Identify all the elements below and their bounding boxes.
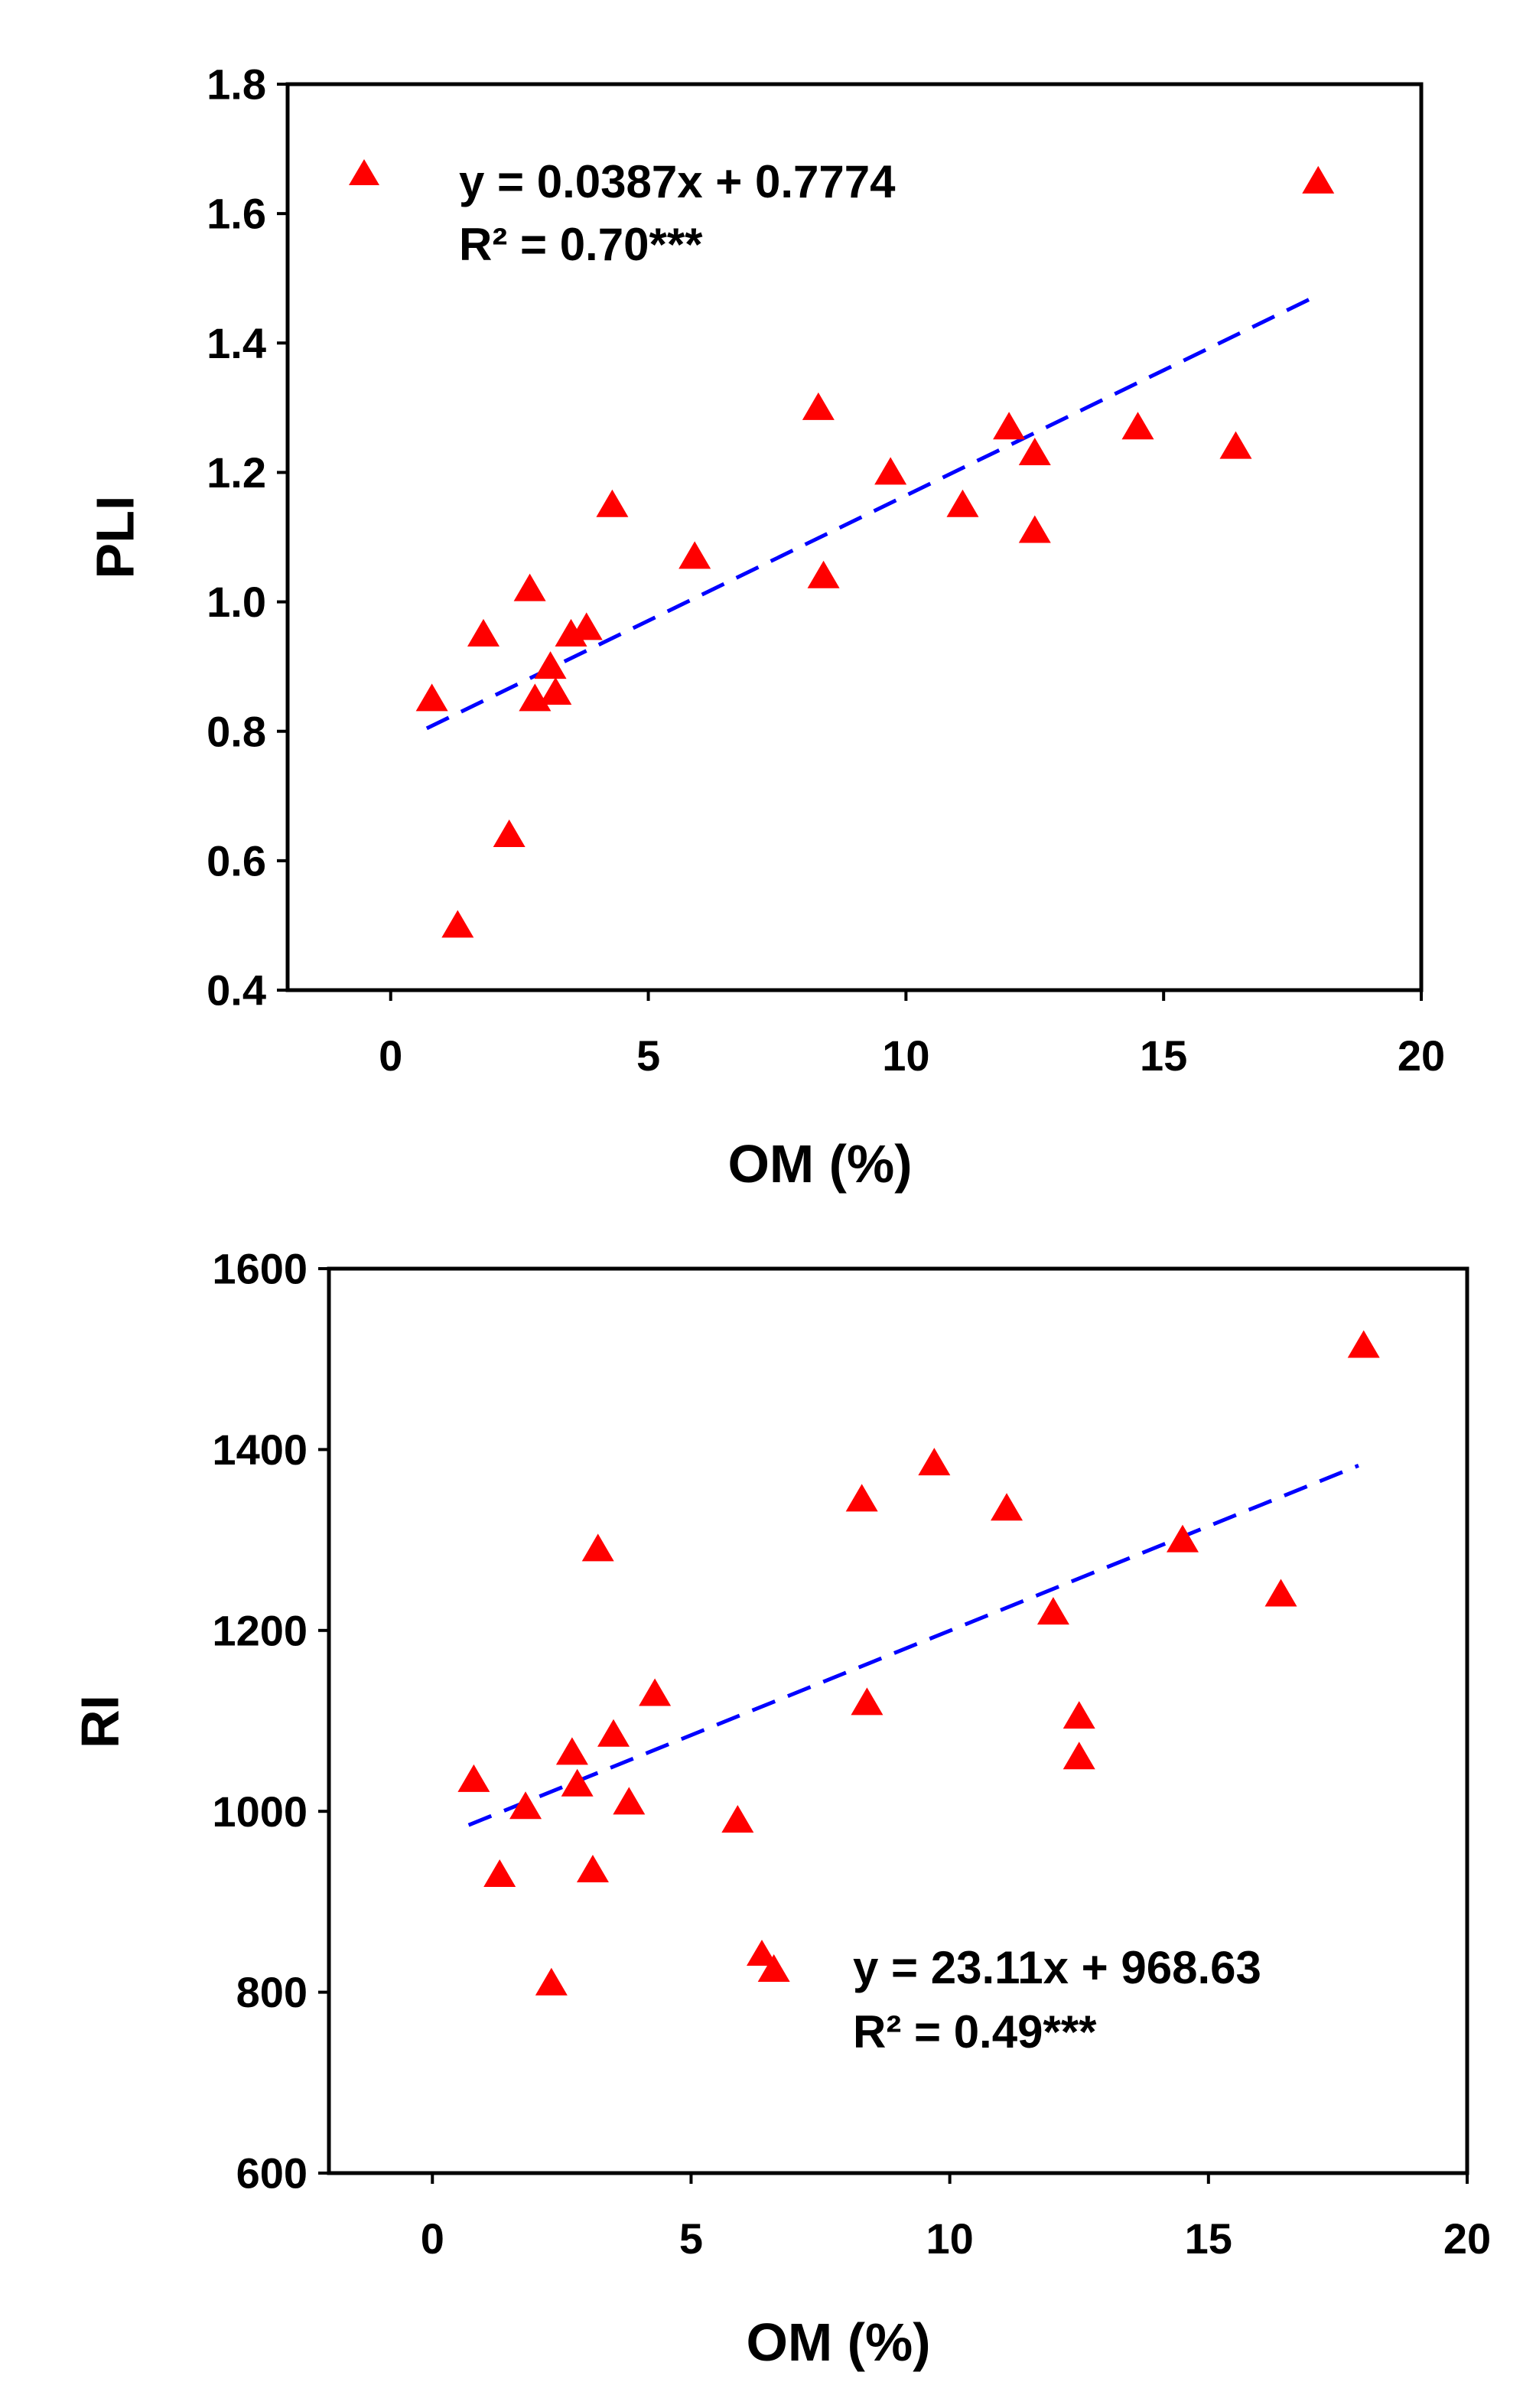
y-axis: 0.4 0.6 0.8 1.0 1.2 1.4 1.6 1.8 — [207, 60, 288, 1015]
y-tick-label: 1.4 — [207, 319, 266, 367]
data-point — [802, 392, 835, 420]
data-point — [576, 1855, 609, 1883]
regression-equation: y = 23.11x + 968.63 — [853, 1942, 1261, 1993]
y-tick-label: 0.8 — [207, 707, 266, 755]
data-point — [561, 1768, 594, 1797]
data-point — [1219, 431, 1252, 459]
data-point — [457, 1764, 490, 1792]
data-point — [441, 910, 474, 938]
data-point — [946, 489, 979, 517]
chart-pli: 0.4 0.6 0.8 1.0 1.2 1.4 1.6 1.8 0 5 10 15 20 PLI OM… — [86, 60, 1446, 1194]
x-tick-label: 0 — [421, 2214, 444, 2263]
x-tick-label: 15 — [1185, 2214, 1232, 2263]
plot-area-frame — [327, 1266, 1469, 2175]
data-point — [555, 1737, 588, 1765]
y-tick-label: 1200 — [212, 1606, 308, 1654]
x-tick-label: 10 — [926, 2214, 973, 2263]
data-point — [679, 541, 711, 569]
data-point — [1063, 1742, 1095, 1770]
y-axis: 600 800 1000 1200 1400 1600 — [212, 1245, 329, 2198]
x-tick-label: 20 — [1443, 2214, 1491, 2263]
data-point — [581, 1533, 614, 1562]
legend-marker-icon — [747, 1940, 777, 1966]
data-point — [1018, 438, 1051, 466]
data-point — [596, 489, 629, 517]
y-tick-label: 0.4 — [207, 966, 266, 1015]
data-point — [807, 560, 840, 588]
data-point — [1167, 1524, 1199, 1553]
data-point — [535, 1967, 568, 1996]
trendline — [467, 1464, 1359, 1827]
x-tick-label: 10 — [882, 1031, 929, 1080]
x-axis: 0 5 10 15 20 — [421, 2173, 1491, 2263]
chart-ri: 600 800 1000 1200 1400 1600 0 5 10 15 20 RI OM (%… — [70, 1245, 1492, 2372]
data-point — [1302, 165, 1335, 194]
r-squared-label: R² = 0.49*** — [853, 2006, 1097, 2058]
data-point — [1063, 1701, 1095, 1729]
y-tick-label: 1.2 — [207, 448, 266, 497]
data-point — [1264, 1579, 1297, 1607]
data-point — [1347, 1330, 1380, 1358]
y-tick-label: 1.0 — [207, 578, 266, 626]
data-point — [1018, 515, 1051, 543]
x-axis: 0 5 10 15 20 — [379, 990, 1445, 1080]
y-axis-label: RI — [70, 1695, 130, 1748]
data-point — [493, 820, 526, 848]
legend-marker-icon — [349, 159, 379, 185]
data-point — [639, 1678, 672, 1706]
y-tick-label: 600 — [236, 2149, 308, 2198]
x-tick-label: 20 — [1398, 1031, 1445, 1080]
r-squared-label: R² = 0.70*** — [459, 219, 703, 270]
x-tick-label: 5 — [636, 1031, 660, 1080]
data-point — [991, 1493, 1023, 1521]
data-point — [539, 676, 572, 705]
data-point — [757, 1954, 790, 1983]
data-point — [721, 1805, 754, 1833]
data-point — [1121, 412, 1154, 440]
data-point — [851, 1687, 884, 1716]
data-point — [597, 1719, 630, 1747]
x-tick-label: 0 — [379, 1031, 402, 1080]
data-point — [874, 457, 907, 485]
data-point — [509, 1791, 542, 1820]
y-tick-label: 1400 — [212, 1426, 308, 1474]
y-tick-label: 1600 — [212, 1245, 308, 1293]
data-point — [513, 573, 546, 601]
data-point — [613, 1787, 646, 1815]
trendline — [425, 295, 1314, 731]
y-tick-label: 1000 — [212, 1787, 308, 1836]
x-tick-label: 5 — [679, 2214, 703, 2263]
y-tick-label: 1.8 — [207, 60, 266, 109]
data-point — [534, 651, 567, 679]
y-tick-label: 1.6 — [207, 190, 266, 238]
data-point — [993, 412, 1026, 440]
x-tick-label: 15 — [1140, 1031, 1187, 1080]
x-axis-label: OM (%) — [746, 2312, 930, 2372]
y-tick-label: 0.6 — [207, 836, 266, 885]
data-point — [467, 618, 500, 647]
y-tick-label: 800 — [236, 1968, 308, 2016]
data-point — [570, 612, 603, 640]
plot-area-frame — [285, 82, 1424, 992]
data-point — [845, 1484, 878, 1512]
regression-equation: y = 0.0387x + 0.7774 — [459, 156, 896, 207]
data-point — [918, 1448, 951, 1476]
y-axis-label: PLI — [86, 496, 145, 579]
data-point — [1036, 1597, 1069, 1625]
data-point — [415, 683, 448, 712]
x-axis-label: OM (%) — [727, 1134, 912, 1194]
data-point — [483, 1859, 516, 1887]
